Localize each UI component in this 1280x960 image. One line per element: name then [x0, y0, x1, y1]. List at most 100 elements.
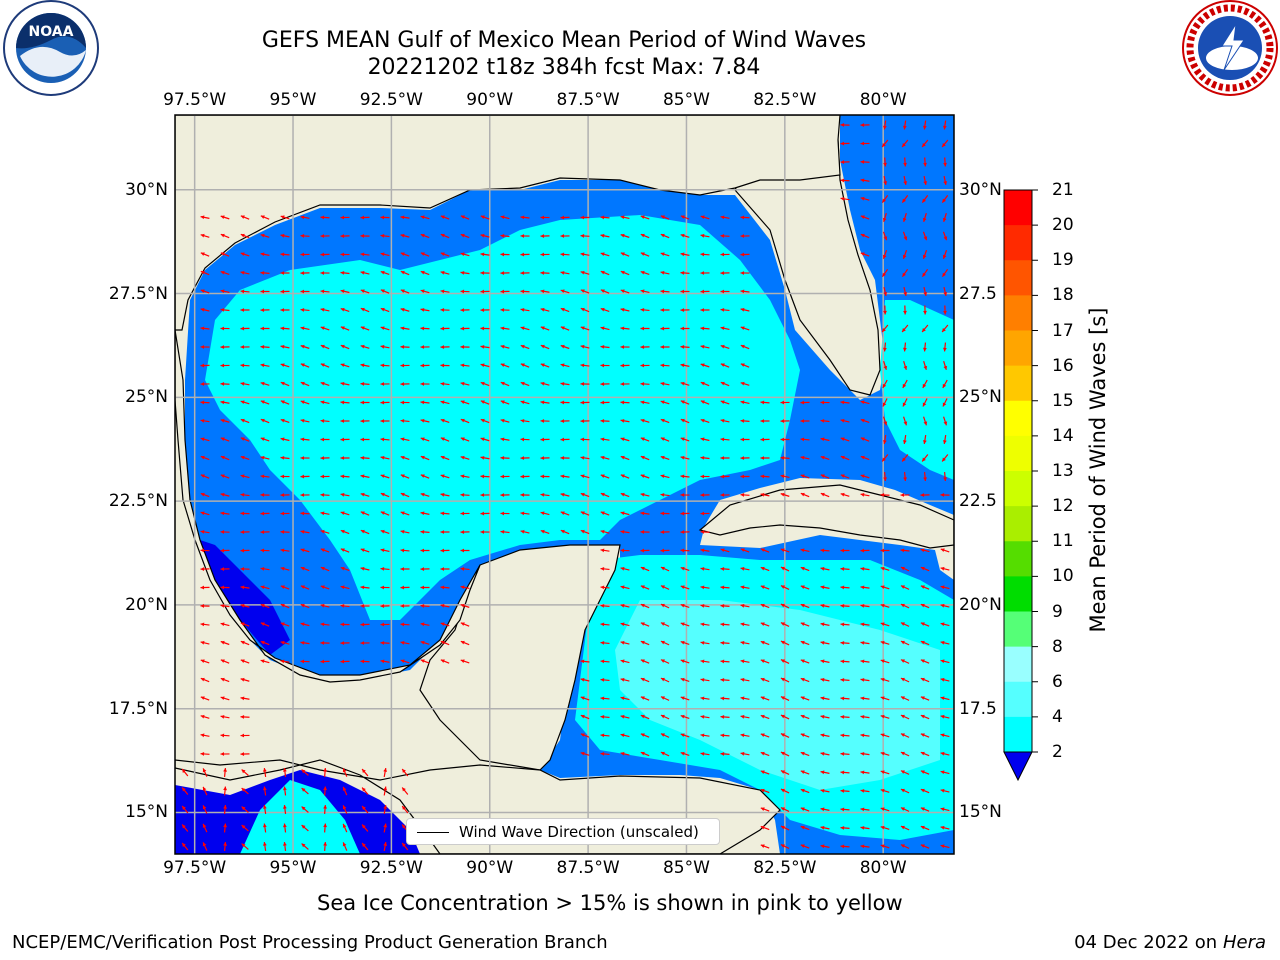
wave-arrow-head — [860, 714, 865, 719]
wave-arrow-head — [420, 233, 425, 238]
wave-arrow-head — [620, 270, 625, 275]
wave-arrow-head — [620, 437, 625, 442]
wave-arrow-head — [680, 493, 685, 497]
wave-arrow-head — [323, 786, 327, 791]
wave-arrow-head — [760, 456, 765, 460]
wave-arrow-head — [680, 418, 685, 423]
wave-arrow-head — [740, 696, 745, 701]
wave-arrow-head — [740, 714, 745, 719]
wave-arrow-head — [340, 603, 345, 608]
wave-arrow-head — [780, 474, 785, 479]
wave-arrow-head — [903, 236, 908, 241]
wave-arrow-head — [882, 272, 887, 277]
wave-arrow-head — [282, 842, 287, 846]
wave-arrow-head — [860, 474, 865, 479]
wave-arrow-head — [200, 233, 205, 238]
colorbar-under-triangle — [1003, 751, 1033, 782]
wave-arrow-head — [902, 254, 907, 259]
wave-arrow-head — [240, 511, 245, 516]
wave-arrow-head — [920, 585, 925, 589]
wave-arrow-head — [520, 344, 525, 349]
wave-arrow-head — [520, 252, 525, 257]
wave-arrow-head — [860, 751, 865, 756]
wave-arrow-head — [600, 437, 605, 442]
wave-arrow-head — [220, 752, 225, 756]
wave-arrow-head — [922, 440, 927, 444]
wave-arrow-head — [540, 307, 545, 312]
wave-arrow-head — [560, 456, 565, 460]
wave-arrow-head — [780, 640, 785, 645]
wave-arrow-head — [620, 566, 625, 571]
wave-arrow-head — [200, 511, 205, 516]
wave-arrow-head — [660, 622, 665, 626]
wave-arrow-head — [300, 585, 305, 589]
wave-arrow-head — [500, 381, 505, 386]
wave-arrow-head — [900, 493, 905, 497]
wave-arrow-head — [940, 585, 945, 590]
wave-arrow-head — [400, 455, 405, 460]
wave-arrow-head — [220, 418, 225, 423]
lon-tick-label-top: 90°W — [466, 90, 514, 110]
wave-arrow-head — [260, 233, 265, 238]
wave-arrow-head — [840, 418, 845, 423]
wave-arrow-head — [200, 363, 205, 368]
wave-arrow-head — [860, 141, 865, 146]
wave-arrow-head — [240, 677, 245, 682]
wave-arrow-head — [620, 492, 625, 497]
wave-arrow-head — [240, 567, 245, 571]
colorbar-segment — [1004, 260, 1032, 296]
wave-arrow-head — [860, 455, 865, 460]
wave-arrow-head — [440, 603, 445, 608]
wave-arrow-head — [580, 492, 585, 497]
wave-arrow-head — [262, 786, 267, 791]
wave-arrow-head — [740, 400, 745, 405]
wave-arrow-head — [680, 233, 685, 238]
wave-arrow-head — [700, 622, 705, 627]
wave-arrow-head — [540, 437, 545, 442]
wave-arrow-head — [780, 677, 785, 682]
wave-arrow-head — [480, 418, 485, 423]
wave-arrow-head — [420, 382, 425, 386]
wave-arrow-head — [780, 751, 785, 756]
wave-arrow-head — [700, 215, 705, 220]
wave-arrow-head — [440, 437, 445, 441]
wave-arrow-head — [520, 307, 525, 312]
wave-arrow-head — [923, 292, 928, 296]
wave-arrow-head — [940, 788, 945, 793]
wave-arrow-head — [660, 270, 665, 275]
wave-arrow-head — [780, 585, 785, 589]
wave-arrow-head — [680, 751, 685, 756]
wave-arrow-head — [420, 400, 425, 405]
wave-arrow-head — [220, 530, 225, 534]
wave-arrow-head — [902, 347, 907, 352]
wave-arrow-head — [380, 289, 385, 293]
wave-arrow-head — [260, 418, 265, 423]
wave-arrow-head — [780, 548, 785, 553]
wave-arrow-head — [360, 234, 365, 238]
wave-arrow-head — [920, 751, 925, 756]
wave-arrow-head — [500, 493, 505, 497]
wave-arrow-head — [883, 477, 887, 481]
wave-arrow-head — [260, 603, 265, 608]
wave-arrow-head — [320, 289, 325, 294]
wave-arrow-head — [420, 418, 425, 423]
wave-arrow-head — [902, 457, 906, 462]
wave-arrow-head — [923, 421, 928, 426]
wave-arrow-head — [360, 622, 365, 627]
wave-arrow-head — [903, 181, 908, 185]
wave-arrow-head — [380, 566, 385, 571]
wave-arrow-head — [560, 363, 565, 368]
wave-arrow-head — [680, 437, 685, 441]
wave-arrow-head — [820, 825, 825, 830]
wave-arrow-head — [640, 566, 645, 571]
wave-arrow-head — [460, 215, 465, 219]
wave-arrow-head — [460, 363, 465, 368]
wave-arrow-head — [800, 455, 805, 460]
wave-arrow-head — [640, 530, 645, 534]
wave-arrow-head — [882, 254, 887, 259]
wave-arrow-head — [760, 751, 765, 756]
wave-arrow-head — [640, 696, 645, 700]
wave-arrow-head — [360, 363, 365, 368]
wave-arrow-head — [360, 548, 365, 552]
wave-arrow-head — [400, 492, 405, 497]
